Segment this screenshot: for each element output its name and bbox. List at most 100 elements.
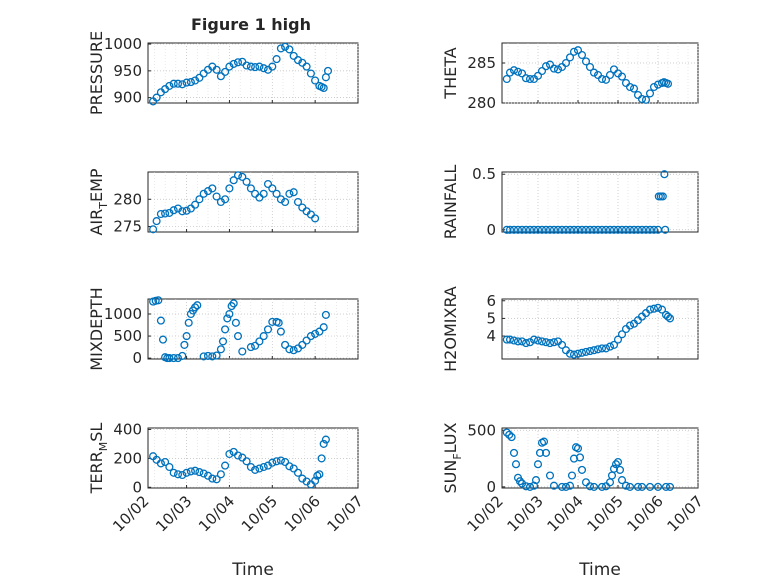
y-axis-label-main: AIR	[87, 209, 106, 236]
data-point	[645, 305, 655, 314]
data-point	[525, 74, 535, 84]
data-point	[184, 318, 193, 327]
y-tick-label: 1000	[104, 35, 142, 53]
data-point	[613, 457, 623, 467]
data-point	[535, 448, 545, 457]
data-point	[208, 184, 217, 193]
data-point	[238, 172, 247, 181]
data-point	[541, 62, 551, 71]
x-axis-label: Time	[578, 560, 621, 580]
data-point	[549, 481, 559, 490]
data-point	[311, 476, 320, 485]
data-point	[276, 44, 285, 53]
data-point	[154, 296, 163, 305]
y-axis-label-main: TERR	[87, 451, 106, 494]
data-point	[541, 448, 551, 457]
data-point	[246, 62, 255, 71]
data-point	[581, 225, 591, 234]
y-axis-label-terr_msl: TERRMSL	[87, 423, 110, 495]
data-point	[173, 79, 183, 88]
data-point	[585, 482, 595, 491]
data-point	[597, 482, 607, 491]
data-point	[281, 457, 290, 467]
data-point	[581, 347, 591, 356]
data-point	[246, 343, 255, 352]
data-point	[513, 225, 523, 234]
data-point	[293, 468, 303, 477]
data-point	[293, 197, 303, 207]
data-point	[216, 345, 225, 354]
data-point	[637, 225, 647, 234]
data-point	[613, 335, 623, 344]
data-point	[605, 225, 615, 234]
data-point	[645, 89, 655, 98]
y-tick-label: 5	[486, 309, 496, 327]
data-point	[657, 305, 667, 314]
data-point	[319, 83, 328, 93]
data-point	[268, 458, 277, 467]
x-tick-label: 10/02	[109, 492, 152, 535]
data-point	[605, 342, 615, 351]
data-point	[311, 214, 320, 223]
data-point	[660, 170, 669, 179]
data-point	[537, 225, 547, 234]
data-point	[306, 332, 315, 341]
data-point	[158, 335, 168, 344]
data-point	[152, 217, 161, 226]
axes-sun_flux	[501, 427, 699, 489]
x-tick-label: 10/05	[238, 492, 281, 535]
data-point	[629, 84, 639, 93]
data-point	[268, 62, 277, 71]
data-point	[553, 225, 563, 234]
data-point	[321, 435, 330, 444]
data-point	[251, 341, 260, 350]
x-tick-label: 10/02	[464, 492, 507, 535]
data-point	[507, 433, 516, 442]
data-point	[577, 465, 587, 474]
data-point	[225, 184, 234, 193]
y-tick-label: 0.5	[472, 165, 496, 183]
data-point	[625, 82, 635, 92]
data-point	[246, 184, 255, 193]
data-point	[521, 339, 531, 348]
data-point	[289, 51, 298, 60]
data-point	[173, 470, 183, 479]
y-tick-label: 285	[467, 54, 496, 72]
x-tick-label: 10/07	[664, 492, 707, 535]
y-axis-label-main: H2OMIXRA	[441, 286, 460, 372]
data-point	[505, 68, 515, 77]
data-point	[315, 470, 324, 479]
data-point	[517, 69, 527, 78]
data-point	[509, 448, 519, 457]
data-point	[281, 42, 290, 51]
data-point	[242, 457, 251, 466]
data-point	[529, 335, 539, 344]
data-point	[161, 209, 170, 218]
data-point	[521, 74, 531, 83]
data-point	[653, 303, 663, 312]
data-point	[233, 332, 243, 341]
data-point	[149, 225, 158, 234]
data-point	[502, 74, 511, 84]
data-point	[285, 189, 294, 198]
data-point	[259, 64, 268, 73]
data-point	[229, 176, 238, 185]
data-point	[255, 62, 264, 71]
data-point	[319, 323, 328, 332]
data-point	[302, 336, 311, 345]
data-point	[218, 337, 228, 346]
y-tick-label: 280	[113, 190, 142, 208]
y-axis-label-theta: THETA	[441, 47, 460, 99]
data-point	[597, 74, 607, 84]
data-point	[313, 471, 322, 480]
data-point	[221, 195, 230, 204]
data-point	[152, 93, 161, 102]
data-point	[549, 64, 559, 73]
y-tick-label: 280	[467, 94, 496, 112]
data-point	[661, 482, 671, 491]
data-point	[276, 456, 285, 465]
y-axis-label-pressure: PRESSURE	[87, 31, 106, 115]
data-point	[621, 225, 631, 234]
y-tick-label: 6	[486, 292, 496, 310]
